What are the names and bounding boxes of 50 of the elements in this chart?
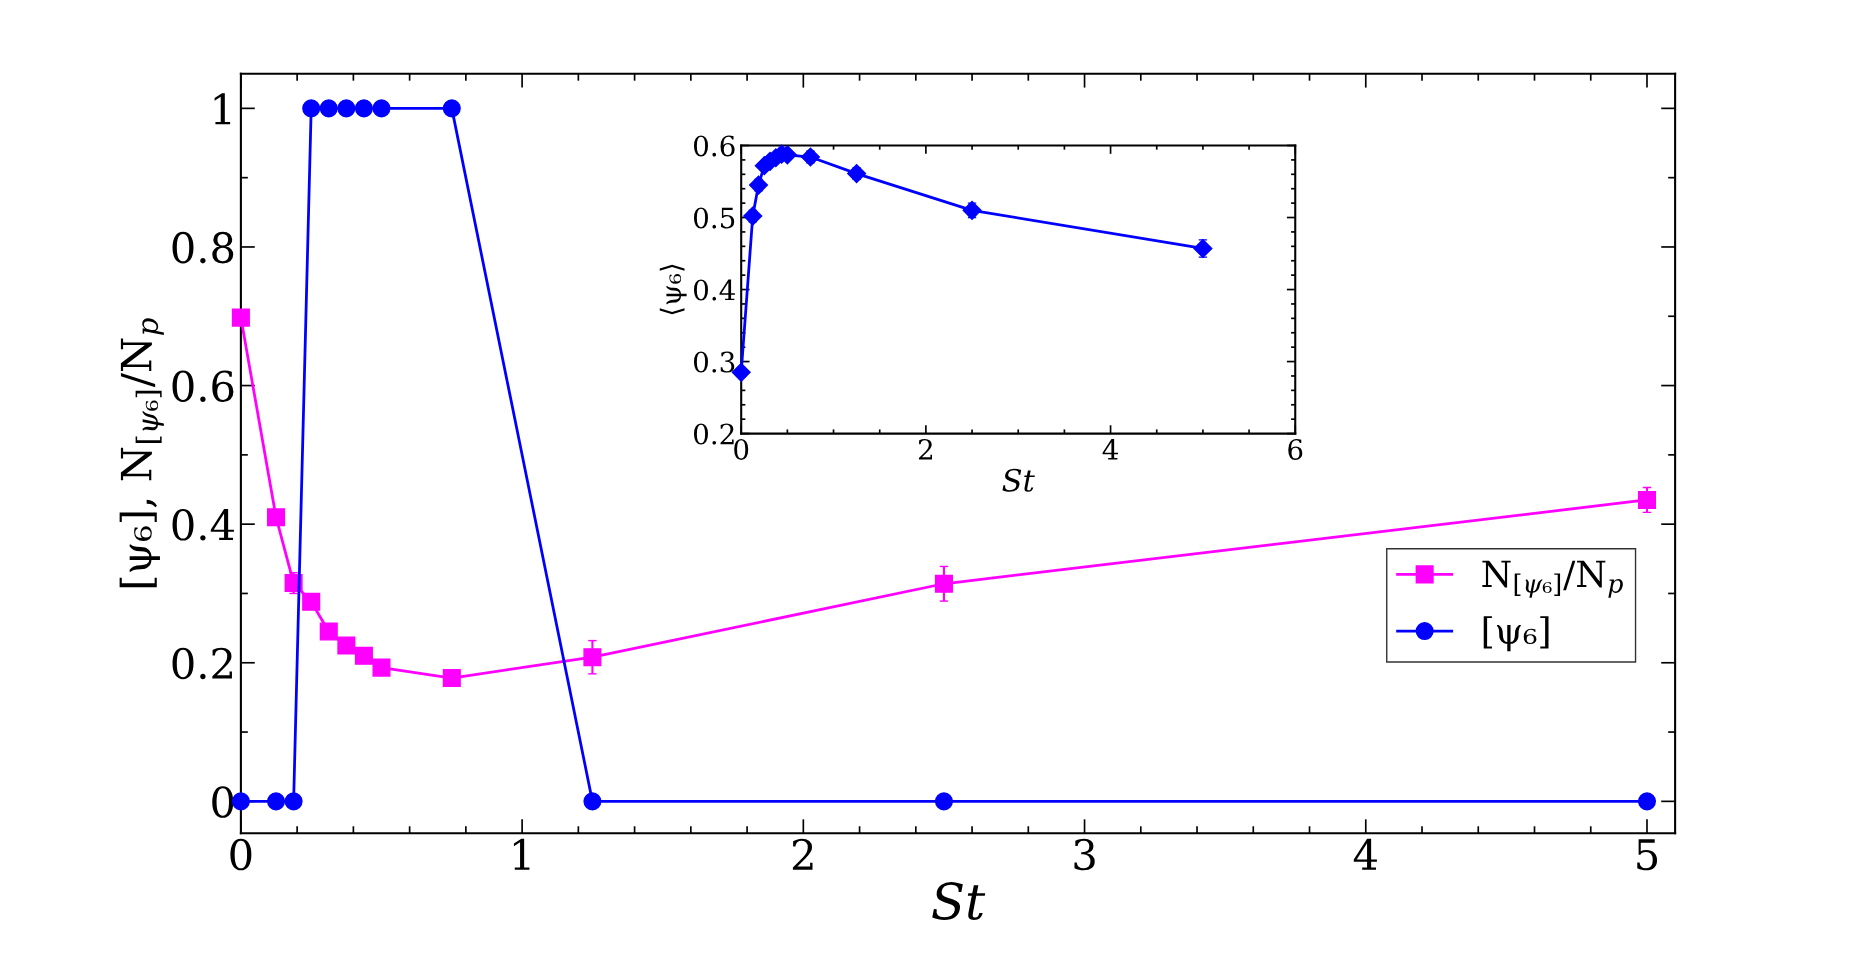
- point: [1637, 792, 1657, 811]
- point: [442, 668, 461, 688]
- y-tick-label: 0.2: [694, 423, 734, 445]
- y-tick-label: 0.6: [694, 135, 735, 157]
- x-tick-label: 1: [513, 838, 530, 870]
- point: [442, 99, 461, 118]
- legend-label: N$_{[ψ₆]}$/N$_{p}$: [1482, 560, 1623, 598]
- point: [231, 308, 250, 327]
- y-tick-label: 0.6: [172, 370, 234, 402]
- y-tick-label: 0.4: [694, 279, 735, 301]
- y-axis-title: ⟨ψ₆⟩: [659, 264, 687, 315]
- x-axis-title: St: [932, 882, 986, 920]
- y-tick-label: 1: [214, 93, 231, 125]
- point: [284, 792, 303, 811]
- point: [583, 648, 602, 667]
- point: [302, 592, 321, 611]
- y-tick-label: 0.3: [694, 351, 735, 373]
- x-tick-label: 2: [918, 438, 932, 460]
- point: [962, 200, 982, 220]
- point: [583, 792, 602, 811]
- x-tick-label: 5: [1637, 839, 1658, 871]
- point: [354, 99, 373, 118]
- point: [267, 508, 286, 527]
- point: [302, 99, 321, 118]
- point: [934, 792, 953, 811]
- y-tick-label: 0.2: [172, 647, 232, 680]
- point: [1193, 238, 1213, 259]
- point: [372, 99, 391, 118]
- point: [354, 646, 373, 665]
- x-tick-label: 3: [1074, 838, 1095, 871]
- point: [337, 636, 356, 655]
- point: [319, 622, 338, 641]
- x-axis-title: St: [1002, 468, 1035, 492]
- x-tick-label: 2: [792, 838, 813, 870]
- x-tick-label: 6: [1288, 438, 1303, 460]
- legend-label: [ψ₆]: [1483, 616, 1549, 652]
- x-tick-label: 4: [1102, 438, 1118, 460]
- y-axis-title: [ψ₆], N$_{[ψ₆]}$/N$_{p}$: [119, 318, 164, 588]
- point: [372, 658, 391, 677]
- y-tick-label: 0.5: [694, 207, 735, 229]
- x-tick-label: 0: [734, 438, 749, 460]
- point: [319, 99, 338, 118]
- point: [337, 99, 356, 118]
- y-tick-label: 0.8: [172, 231, 234, 264]
- x-tick-label: 4: [1353, 838, 1377, 870]
- point: [1637, 490, 1657, 509]
- point: [934, 574, 953, 593]
- point: [267, 792, 286, 811]
- y-tick-label: 0.4: [172, 509, 234, 541]
- y-tick-label: 0: [212, 786, 234, 818]
